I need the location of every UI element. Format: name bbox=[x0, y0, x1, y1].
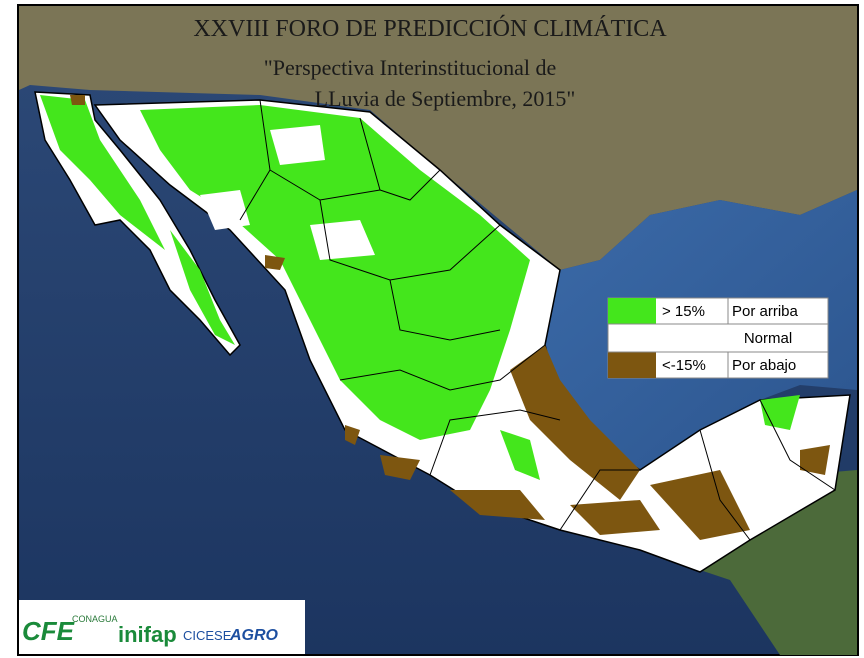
logo-bar: CFE CONAGUA inifap CICESE AGRO bbox=[19, 600, 305, 654]
logo-text: inifap bbox=[118, 622, 177, 647]
legend-swatch bbox=[608, 352, 656, 378]
legend-label: > 15% bbox=[662, 303, 705, 320]
logo-text: CICESE bbox=[183, 628, 232, 643]
legend-text: Normal bbox=[744, 330, 792, 347]
logo-text: CONAGUA bbox=[72, 614, 118, 624]
legend-label: <-15% bbox=[662, 357, 706, 374]
map-subtitle: "Perspectiva Interinstitucional de bbox=[264, 55, 556, 80]
legend-text: Por arriba bbox=[732, 303, 799, 320]
map-title: XXVIII FORO DE PREDICCIÓN CLIMÁTICA bbox=[193, 15, 667, 42]
map: XXVIII FORO DE PREDICCIÓN CLIMÁTICA "Per… bbox=[0, 0, 864, 658]
logo-text: CFE bbox=[22, 616, 75, 646]
legend-swatch bbox=[608, 298, 656, 324]
legend-text: Por abajo bbox=[732, 357, 796, 374]
logo-text: AGRO bbox=[229, 627, 279, 644]
map-subtitle: LLuvia de Septiembre, 2015" bbox=[315, 86, 576, 111]
legend: > 15% Por arriba Normal <-15% Por abajo bbox=[608, 298, 828, 378]
